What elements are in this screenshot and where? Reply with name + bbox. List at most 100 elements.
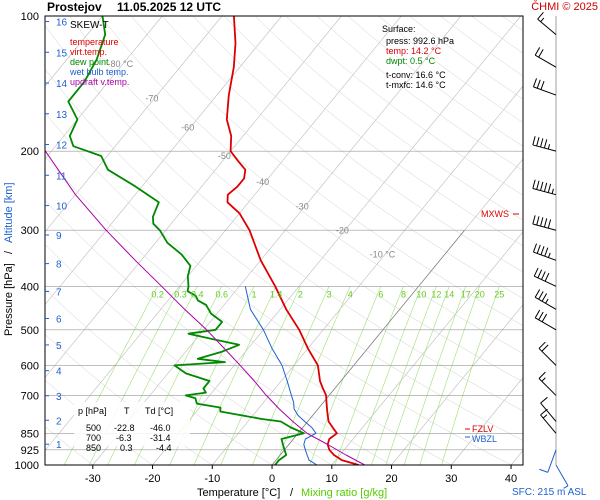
wind-barb-staff — [533, 86, 557, 96]
table-row: 500 — [86, 423, 101, 433]
surface-tconv: t-conv: 16.6 °C — [386, 70, 446, 80]
wind-barb — [540, 396, 557, 422]
temperature-tick-label: 20 — [385, 473, 397, 485]
mxws-label: MXWS — [481, 209, 509, 219]
pressure-tick-label: 850 — [21, 428, 39, 440]
y-axis-title-altitude: Altitude [km] — [3, 182, 15, 243]
isotherm-line — [152, 16, 521, 465]
table-row: -46.0 — [150, 423, 171, 433]
pressure-tick-label: 500 — [21, 325, 39, 337]
pressure-tick-label: 700 — [21, 390, 39, 402]
wind-barb-flag — [534, 289, 541, 298]
wind-barb-flag — [540, 80, 545, 90]
mixing-ratio-label: 12 — [431, 289, 441, 299]
wind-barb-staff — [555, 464, 569, 487]
dry-adiabat — [316, 16, 523, 171]
table-row: -31.4 — [150, 433, 171, 443]
temperature-tick-label: -30 — [85, 473, 101, 485]
series-dew-point — [67, 16, 305, 465]
dry-adiabat — [45, 156, 452, 465]
isotherm-line — [45, 16, 282, 306]
wind-barb-flag — [532, 179, 536, 189]
isotherm-line — [45, 16, 163, 160]
legend-wet-bulb: wet bulb temp. — [69, 67, 129, 77]
legend-title: SKEW-T — [70, 20, 109, 31]
mixing-ratio-label: 25 — [494, 289, 504, 299]
altitude-tick-label: 10 — [56, 202, 68, 213]
isotherm-line — [45, 16, 402, 451]
freezing-isotherm — [271, 230, 465, 465]
wbzl-label: WBZL — [472, 434, 497, 444]
table-row: -6.3 — [116, 433, 132, 443]
mixing-ratio-label: 17 — [461, 289, 471, 299]
wind-barb-flag — [543, 182, 548, 192]
altitude-tick-label: 1 — [56, 440, 62, 451]
wind-barb-flag — [536, 137, 540, 147]
y-axis-title-separator: / — [3, 250, 15, 254]
credit-label: ČHMI © 2025 — [531, 0, 598, 13]
isotherm-line — [45, 16, 342, 379]
wind-barb-flag — [532, 243, 537, 253]
x-axis-title-separator: / — [290, 487, 294, 499]
datetime-title: 11.05.2025 12 UTC — [117, 0, 221, 14]
wind-barb-flag — [534, 47, 541, 56]
wind-barb — [532, 136, 557, 152]
isotherm-label: -10 °C — [370, 250, 396, 260]
mixing-ratio-label: 14 — [444, 289, 454, 299]
wind-barb-flag — [543, 139, 548, 149]
wind-barb — [555, 464, 569, 489]
wind-barb — [538, 341, 557, 366]
wind-barb-flag — [540, 246, 545, 255]
mixing-ratio-line — [354, 286, 422, 465]
dry-adiabat — [440, 16, 523, 77]
surface-panel: Surface: press: 992.6 hPa temp: 14.2 °C … — [382, 24, 454, 90]
level-markers: MXWS FZLV WBZL — [465, 209, 519, 444]
isotherm-label: -80 °C — [107, 59, 133, 69]
wind-barb-flag — [536, 180, 540, 190]
surface-press: press: 992.6 hPa — [386, 36, 454, 46]
wind-barb-flag — [536, 244, 541, 254]
dry-adiabat — [131, 16, 523, 326]
dry-adiabat — [69, 16, 523, 383]
surface-temp: temp: 14.2 °C — [386, 46, 442, 56]
wind-barb-half-flag — [541, 377, 546, 382]
dry-adiabat — [471, 16, 523, 54]
series-temperature — [225, 16, 359, 465]
isotherm-label: -70 — [145, 94, 158, 104]
surface-dwpt: dwpt: 0.5 °C — [386, 56, 436, 66]
wind-barb-flag — [540, 396, 548, 404]
isotherm-label: -20 — [336, 226, 349, 236]
wind-barbs — [532, 11, 569, 489]
wind-barb — [539, 449, 557, 473]
mixing-ratio-label: 6 — [378, 289, 383, 299]
isotherm-line — [92, 16, 462, 465]
temperature-axis: -30 -20 -10 0 10 20 30 40 — [85, 465, 517, 485]
fzlv-label: FZLV — [472, 424, 493, 434]
wind-barb-flag — [541, 293, 548, 302]
altitude-tick-label: 5 — [56, 341, 62, 352]
pressure-axis: 100 200 300 400 500 600 700 850 925 1000 — [15, 11, 39, 472]
altitude-tick-label: 4 — [56, 367, 62, 378]
temperature-tick-label: 30 — [445, 473, 457, 485]
wind-barb-half-flag — [547, 144, 551, 150]
wind-barb-staff — [534, 54, 557, 68]
temperature-tick-label: 40 — [505, 473, 517, 485]
wind-barb-flag — [544, 247, 549, 257]
mixing-ratio-label: 10 — [416, 289, 426, 299]
altitude-tick-label: 8 — [56, 260, 62, 271]
wind-barb — [532, 243, 557, 261]
wind-barb — [537, 11, 557, 35]
wind-barb — [532, 215, 557, 231]
wind-barb-flag — [533, 267, 539, 277]
wind-barb-staff — [537, 18, 557, 35]
wind-barb-half-flag — [540, 17, 545, 23]
legend-dew-point: dew point — [70, 57, 109, 67]
wind-barb — [534, 289, 557, 310]
table-row: -22.8 — [114, 423, 135, 433]
wind-barb-flag — [540, 181, 544, 191]
altitude-tick-label: 2 — [56, 416, 62, 427]
wind-barb-flag — [532, 78, 537, 88]
wind-barb-flag — [537, 269, 543, 279]
data-table: p [hPa] T Td [°C] 500 -22.8 -46.0 700 -6… — [74, 402, 190, 453]
